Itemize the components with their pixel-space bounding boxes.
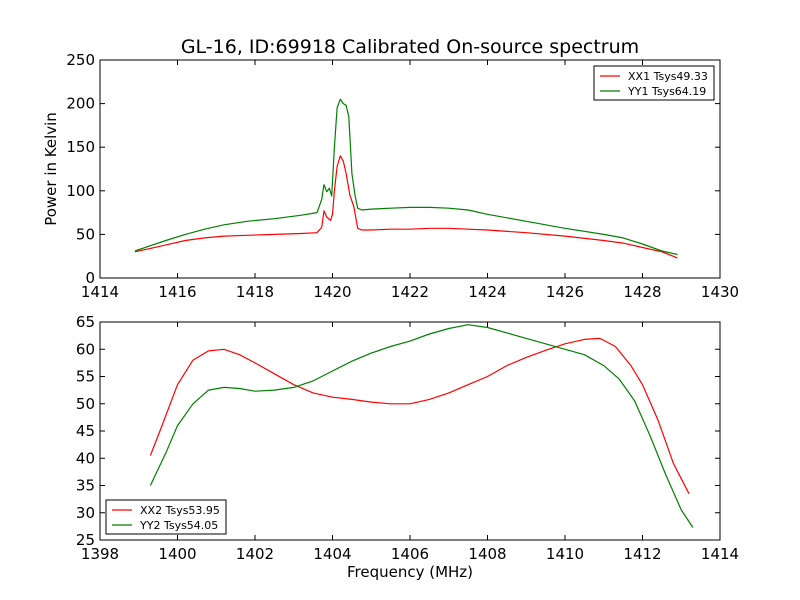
y-tick-label: 45 (76, 422, 95, 440)
legend-entry: XX2 Tsys53.95 (140, 504, 220, 517)
top-spectrum-panel: 1414 1416 1418 1420 1422 1424 1426 1428 1430 0 50 1… (66, 51, 739, 301)
legend-box (105, 499, 227, 535)
series-line-yy2 (149, 324, 694, 528)
legend-entry: YY2 Tsys54.05 (139, 519, 218, 532)
x-tick-label: 1408 (468, 545, 506, 563)
y-tick-label: 65 (76, 313, 95, 331)
series-line-yy1 (134, 98, 678, 256)
x-tick-label: 1414 (701, 545, 739, 563)
y-tick-label: 100 (66, 182, 95, 200)
legend-box (593, 65, 715, 101)
x-tick-label: 1422 (391, 283, 429, 301)
x-tick-label: 1418 (236, 283, 274, 301)
legend: XX2 Tsys53.95 YY2 Tsys54.05 (105, 499, 227, 535)
y-tick-label: 50 (76, 225, 95, 243)
x-tick-label: 1428 (623, 283, 661, 301)
x-tick-label: 1400 (158, 545, 196, 563)
bottom-spectrum-panel: 1398 1400 1402 1404 1406 1408 1410 1412 1414 25 30… (76, 313, 739, 563)
y-tick-label: 25 (76, 531, 95, 549)
x-tick-label: 1424 (468, 283, 506, 301)
series-line-xx1 (134, 155, 678, 259)
x-tick-label: 1430 (701, 283, 739, 301)
legend: XX1 Tsys49.33 YY1 Tsys64.19 (593, 65, 715, 101)
x-tick-label: 1398 (81, 545, 119, 563)
x-tick-label: 1426 (546, 283, 584, 301)
legend-entry: XX1 Tsys49.33 (628, 70, 708, 83)
y-tick-label: 0 (85, 269, 95, 287)
y-tick-label: 200 (66, 95, 95, 113)
x-axis-label: Frequency (MHz) (347, 563, 473, 581)
y-tick-label: 55 (76, 368, 95, 386)
x-tick-label: 1420 (313, 283, 351, 301)
y-tick-label: 40 (76, 449, 95, 467)
x-tick-label: 1416 (158, 283, 196, 301)
series-line-xx2 (149, 337, 690, 494)
y-tick-label: 30 (76, 504, 95, 522)
y-tick-label: 250 (66, 51, 95, 69)
x-tick-label: 1412 (623, 545, 661, 563)
y-axis-label: Power in Kelvin (42, 112, 60, 226)
x-tick-label: 1406 (391, 545, 429, 563)
y-tick-label: 60 (76, 340, 95, 358)
x-tick-label: 1410 (546, 545, 584, 563)
legend-entry: YY1 Tsys64.19 (627, 85, 706, 98)
x-tick-label: 1414 (81, 283, 119, 301)
y-tick-label: 50 (76, 395, 95, 413)
y-tick-label: 150 (66, 138, 95, 156)
x-tick-label: 1404 (313, 545, 351, 563)
chart-title: GL-16, ID:69918 Calibrated On-source spe… (181, 36, 639, 58)
y-tick-label: 35 (76, 477, 95, 495)
x-tick-label: 1402 (236, 545, 274, 563)
